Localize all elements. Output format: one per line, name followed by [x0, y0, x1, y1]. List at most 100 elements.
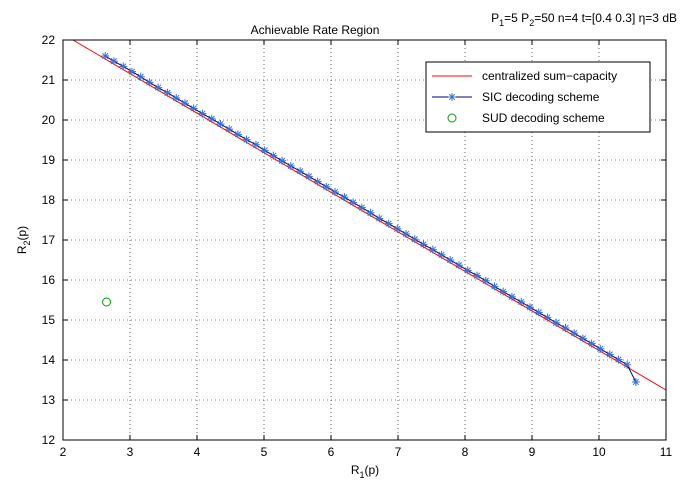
y-tick-label: 22 [42, 33, 56, 47]
data-point [384, 219, 393, 228]
data-point [357, 203, 366, 212]
data-point [534, 308, 543, 317]
data-point [349, 198, 358, 207]
data-point [260, 146, 269, 155]
y-tick-label: 15 [42, 313, 56, 327]
data-point [517, 298, 526, 306]
y-tick-label: 18 [42, 193, 56, 207]
legend-label: SIC decoding scheme [482, 90, 600, 104]
data-point [304, 172, 313, 181]
grid [63, 40, 666, 440]
data-point [136, 72, 145, 81]
y-tick-label: 20 [42, 113, 56, 127]
data-point [605, 350, 614, 359]
data-point [375, 214, 384, 223]
data-point [216, 120, 225, 128]
data-point [225, 125, 234, 134]
data-point [109, 57, 118, 66]
y-tick-label: 14 [42, 353, 56, 367]
data-point [119, 62, 128, 71]
x-tick-label: 3 [127, 445, 134, 459]
data-point [340, 193, 349, 202]
data-point [623, 360, 632, 369]
data-point [286, 162, 295, 170]
data-point [163, 88, 172, 97]
legend-swatch-marker [447, 113, 457, 123]
data-point [570, 329, 579, 338]
data-point [437, 250, 446, 259]
data-point [180, 99, 189, 108]
data-point [481, 276, 490, 285]
data-point [154, 83, 163, 92]
params-label: P1=5 P2=50 n=4 t=[0.4 0.3] η=3 dB [491, 11, 677, 28]
x-tick-label: 5 [261, 445, 268, 459]
data-point [473, 271, 482, 280]
data-point [198, 109, 207, 118]
data-point [587, 339, 596, 348]
legend: centralized sum−capacity SIC decoding sch… [425, 61, 651, 133]
data-point [101, 52, 110, 60]
y-axis-label: R2(p) [15, 226, 32, 254]
data-point [543, 313, 552, 322]
series-layer [72, 39, 667, 391]
data-point [128, 67, 137, 76]
legend-label: centralized sum−capacity [482, 69, 617, 83]
y-tick-label: 21 [42, 73, 56, 87]
data-point [366, 208, 375, 217]
data-point [614, 355, 623, 364]
y-tick-label: 13 [42, 393, 56, 407]
series-line [72, 39, 667, 391]
legend-label: SUD decoding scheme [482, 111, 605, 125]
x-tick-label: 9 [529, 445, 536, 459]
data-point [393, 224, 402, 233]
x-tick-label: 7 [395, 445, 402, 459]
data-point [561, 324, 570, 332]
data-point [578, 334, 587, 343]
data-point [552, 318, 561, 327]
data-point [499, 287, 508, 296]
data-point [172, 94, 181, 102]
data-point [207, 114, 216, 123]
legend-swatch-marker [448, 93, 456, 101]
y-tick-label: 19 [42, 153, 56, 167]
x-tick-label: 8 [462, 445, 469, 459]
data-point [428, 245, 437, 254]
data-point [525, 303, 534, 312]
data-point [490, 282, 499, 291]
data-point [596, 344, 605, 353]
x-tick-label: 6 [328, 445, 335, 459]
data-point [446, 256, 455, 264]
data-point [269, 151, 278, 160]
y-tick-label: 12 [42, 433, 56, 447]
data-point [402, 230, 411, 238]
x-tick-label: 11 [660, 445, 673, 459]
data-point [278, 156, 287, 165]
data-point [631, 378, 640, 386]
data-point [463, 266, 472, 275]
x-tick-label: 2 [60, 445, 67, 459]
data-point [322, 182, 331, 191]
x-tick-label: 10 [592, 445, 606, 459]
chart-title: Achievable Rate Region [251, 23, 380, 37]
x-tick-label: 4 [194, 445, 201, 459]
series-2 [101, 52, 640, 386]
data-point [251, 140, 260, 149]
data-point [331, 188, 340, 196]
data-point [296, 167, 305, 176]
series-3 [102, 297, 112, 307]
ticks: 2 3 4 5 6 7 8 9 10 11 12 13 14 15 16 17 18 19 20 21 22 [42, 33, 673, 459]
data-point [507, 292, 516, 301]
y-tick-label: 17 [42, 233, 56, 247]
x-axis-label: R1(p) [351, 463, 379, 480]
data-point [454, 261, 463, 270]
data-point [313, 177, 322, 186]
data-point [102, 297, 112, 307]
data-point [189, 104, 198, 113]
y-tick-label: 16 [42, 273, 56, 287]
series-1 [72, 39, 667, 391]
data-point [145, 78, 154, 87]
data-point [242, 135, 251, 144]
data-point [419, 240, 428, 249]
data-point [410, 235, 419, 244]
